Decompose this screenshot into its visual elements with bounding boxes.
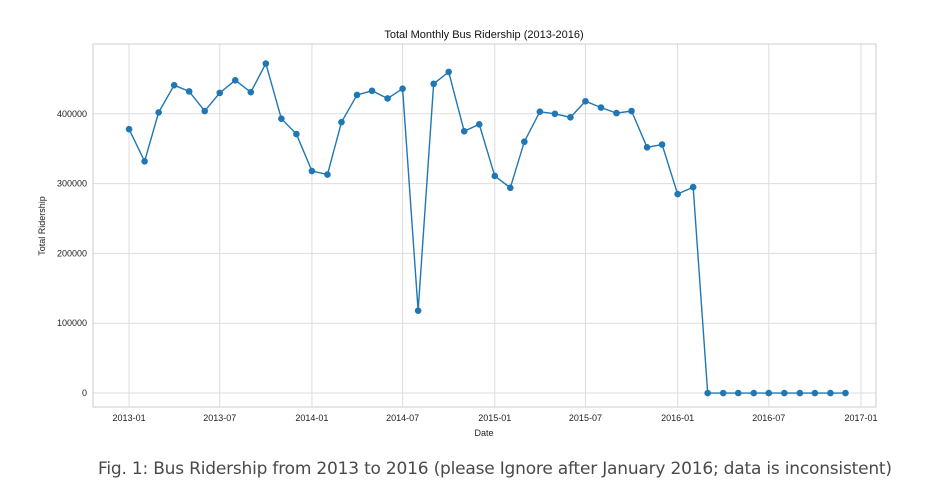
- data-point: [643, 144, 651, 151]
- x-tick-label: 2014-07: [386, 413, 419, 423]
- chart-title: Total Monthly Bus Ridership (2013-2016): [384, 29, 583, 41]
- plot-area-frame: [92, 43, 877, 408]
- y-tick-label: 100000: [57, 318, 87, 328]
- figure-caption: Fig. 1: Bus Ridership from 2013 to 2016 …: [98, 459, 892, 479]
- data-point: [750, 389, 758, 397]
- data-point: [567, 114, 574, 121]
- data-point: [551, 110, 559, 118]
- data-point: [536, 108, 544, 116]
- data-point: [613, 109, 620, 117]
- x-tick-label: 2013-01: [113, 413, 146, 423]
- data-point: [125, 125, 133, 133]
- data-point: [521, 138, 528, 146]
- data-point: [781, 389, 788, 397]
- x-tick-label: 2014-01: [295, 413, 328, 423]
- ridership-line-chart: Total Monthly Bus Ridership (2013-2016) …: [37, 29, 878, 438]
- data-point: [674, 190, 681, 198]
- data-point: [155, 109, 162, 116]
- data-point: [353, 91, 361, 99]
- data-point: [338, 118, 345, 126]
- data-point: [507, 184, 514, 192]
- series-line: [128, 61, 846, 394]
- y-tick-label: 0: [82, 388, 87, 398]
- data-point: [811, 389, 819, 397]
- grid-lines: [93, 44, 876, 407]
- data-point: [262, 60, 270, 67]
- data-point: [719, 389, 727, 397]
- data-point: [185, 88, 193, 95]
- data-point: [430, 80, 437, 88]
- x-tick-label: 2015-07: [569, 413, 602, 423]
- x-axis-ticks: 2013-01 2013-07 2014-01 2014-07 2015-01 2015-…: [113, 413, 878, 423]
- data-point: [704, 389, 711, 397]
- data-point: [141, 157, 148, 165]
- data-point: [247, 88, 255, 96]
- x-tick-label: 2017-01: [844, 413, 877, 423]
- data-point: [460, 127, 468, 135]
- data-point: [445, 68, 452, 76]
- y-tick-label: 200000: [57, 248, 87, 258]
- data-point: [734, 389, 742, 397]
- x-axis-label: Date: [474, 428, 493, 438]
- data-point: [658, 141, 666, 148]
- y-tick-label: 300000: [57, 179, 87, 189]
- data-point: [827, 389, 834, 397]
- data-point: [842, 389, 849, 397]
- y-tick-label: 400000: [57, 109, 87, 119]
- data-point: [689, 183, 697, 191]
- data-point: [368, 87, 376, 95]
- data-point: [384, 95, 391, 102]
- x-tick-label: 2013-07: [203, 413, 236, 423]
- data-point: [765, 389, 773, 397]
- x-tick-label: 2016-01: [661, 413, 694, 423]
- y-axis-label: Total Ridership: [37, 196, 47, 256]
- data-point: [231, 77, 239, 84]
- data-point: [201, 107, 209, 115]
- data-point: [628, 107, 635, 115]
- y-axis-ticks: 0 100000 200000 300000 400000: [57, 109, 87, 398]
- data-point: [278, 115, 285, 122]
- data-point: [308, 167, 316, 175]
- data-point: [293, 130, 300, 138]
- data-point: [491, 172, 499, 180]
- data-point: [582, 97, 589, 105]
- data-point: [216, 89, 224, 97]
- data-point: [796, 389, 804, 397]
- data-point: [170, 81, 178, 89]
- data-point: [597, 104, 605, 111]
- data-point: [475, 120, 483, 128]
- x-tick-label: 2015-01: [478, 413, 511, 423]
- data-points: [125, 60, 849, 397]
- x-tick-label: 2016-07: [752, 413, 785, 423]
- data-point: [399, 85, 406, 92]
- data-point: [324, 171, 331, 178]
- data-point: [414, 307, 422, 314]
